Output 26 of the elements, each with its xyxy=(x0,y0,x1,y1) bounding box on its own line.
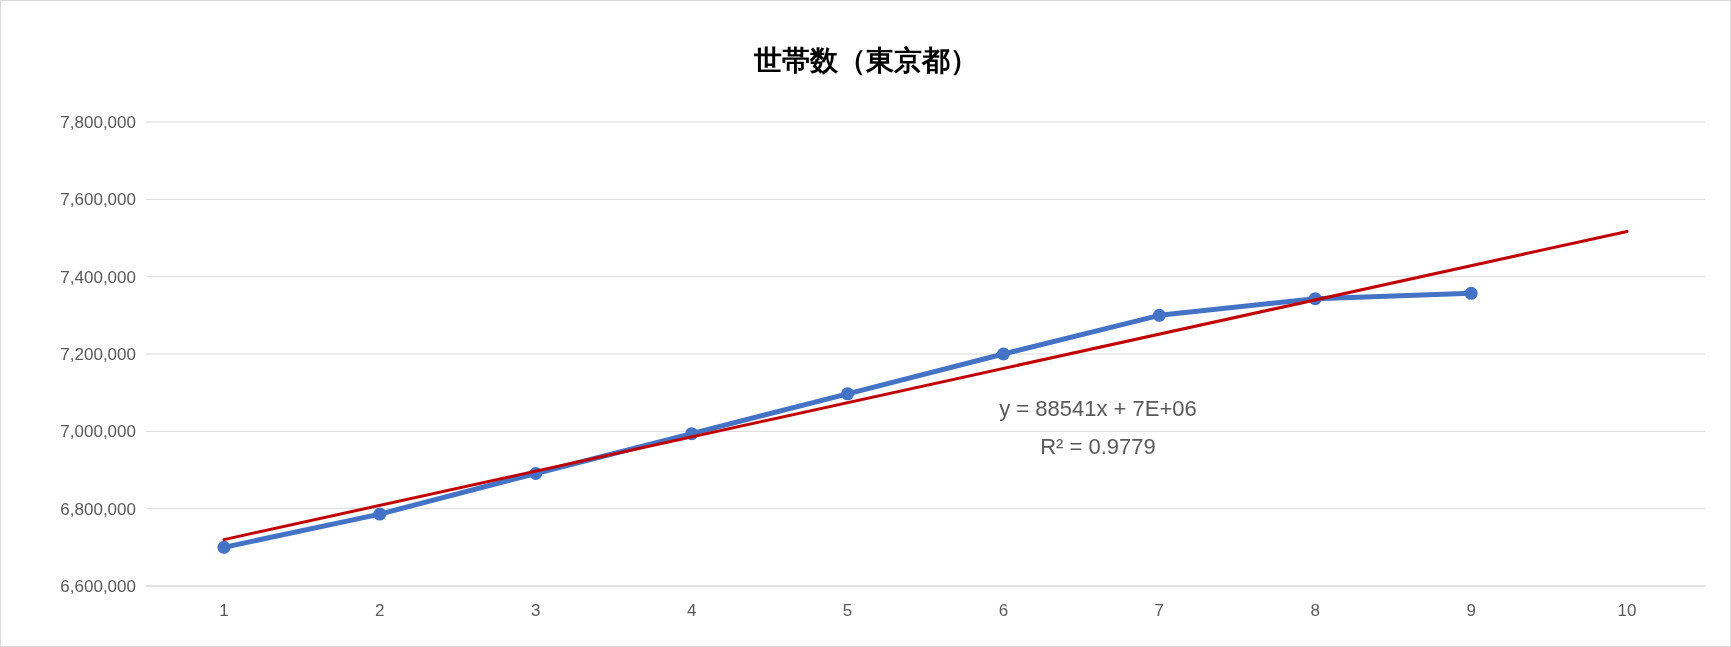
x-tick-label: 5 xyxy=(842,601,853,620)
y-tick-label: 6,600,000 xyxy=(60,577,136,596)
annotation: y = 88541x + 7E+06 xyxy=(999,396,1197,421)
x-tick-label: 7 xyxy=(1154,601,1165,620)
y-tick-label: 7,600,000 xyxy=(60,190,136,210)
annotation: R² = 0.9779 xyxy=(1040,434,1156,459)
point xyxy=(373,507,387,521)
chart-title: 世帯数（東京都） xyxy=(752,45,978,76)
y-tick-label: 7,000,000 xyxy=(60,422,136,442)
x-tick-label: 3 xyxy=(531,601,541,620)
x-tick-label: 9 xyxy=(1466,601,1476,620)
x-tick-label: 1 xyxy=(219,601,229,620)
y-tick-label: 6,800,000 xyxy=(60,499,136,519)
y-tick-label: 7,400,000 xyxy=(60,267,136,287)
y-tick-label: 7,800,000 xyxy=(60,113,136,132)
x-tick-label: 6 xyxy=(998,601,1009,620)
point xyxy=(841,387,855,401)
point xyxy=(1152,308,1166,322)
x-tick-label: 2 xyxy=(375,601,385,620)
x-tick-label: 8 xyxy=(1310,601,1320,620)
point xyxy=(217,540,231,554)
point xyxy=(1464,286,1478,300)
y-tick-label: 7,200,000 xyxy=(60,345,136,364)
x-tick-label: 4 xyxy=(686,601,697,620)
x-tick-label: 10 xyxy=(1617,601,1637,620)
point xyxy=(996,347,1010,361)
